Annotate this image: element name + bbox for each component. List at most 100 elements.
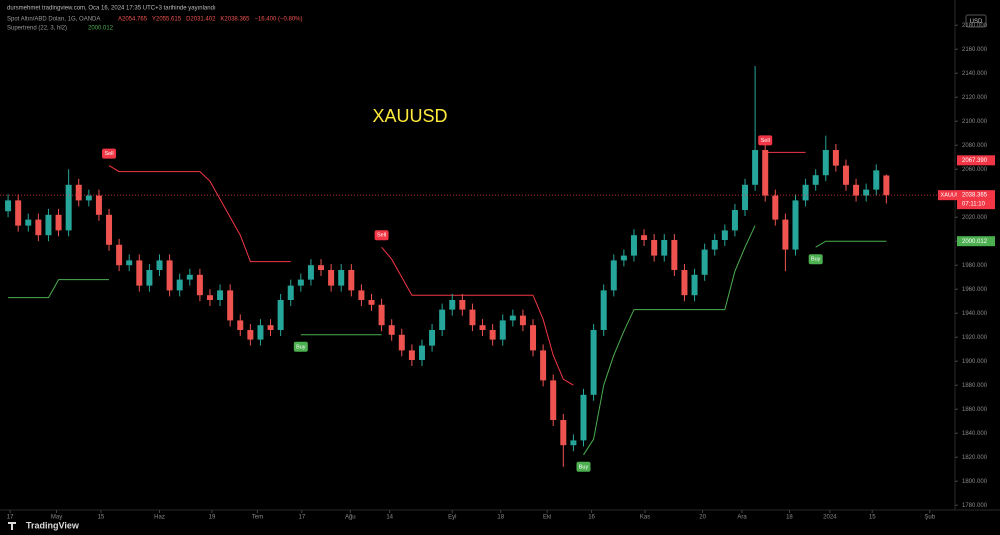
- x-tick-label: 17: [7, 515, 14, 521]
- candle-body: [873, 170, 880, 190]
- candle-body: [449, 300, 456, 310]
- candle-body: [883, 175, 890, 196]
- candle-body: [439, 309, 446, 330]
- signal-badge: [808, 254, 823, 265]
- candle-body: [368, 300, 375, 305]
- candle-body: [489, 330, 496, 340]
- indicator-value: 2000.012: [88, 26, 114, 32]
- candle-body: [257, 325, 264, 340]
- candle-body: [630, 235, 637, 256]
- price-tag: [957, 236, 995, 247]
- signal-badge: [576, 461, 591, 472]
- candle-body: [227, 290, 234, 321]
- candle-body: [65, 184, 72, 231]
- candle-body: [711, 240, 718, 250]
- x-tick-label: 2024: [823, 515, 837, 521]
- publisher: dursmehmet tradingview.com, Oca 16, 2024…: [7, 6, 216, 12]
- candle-body: [610, 260, 617, 291]
- x-tick-label: Eki: [543, 515, 551, 521]
- candle-body: [752, 150, 759, 185]
- signal-badge: [102, 148, 117, 159]
- candle-body: [126, 260, 133, 266]
- y-tick-label: 2160.000: [962, 47, 988, 53]
- candle-body: [661, 240, 668, 256]
- candle-body: [701, 249, 708, 275]
- candle-body: [731, 210, 738, 231]
- candle-body: [196, 274, 203, 296]
- x-tick-label: Tem: [252, 515, 263, 521]
- x-tick-label: Şub: [924, 515, 935, 521]
- candle-body: [136, 260, 143, 286]
- x-tick-label: 17: [299, 515, 306, 521]
- ohlc-value: A2054.765: [118, 17, 148, 23]
- candle-body: [651, 240, 658, 256]
- candle-body: [842, 165, 849, 185]
- price-tag-label: 2000.012: [962, 239, 988, 245]
- candle-body: [459, 300, 466, 310]
- candle-body: [671, 240, 678, 270]
- x-tick-label: Ara: [737, 515, 747, 521]
- y-tick-label: 2020.000: [962, 215, 988, 221]
- y-tick-label: 1780.000: [962, 503, 988, 509]
- candle-body: [408, 350, 415, 360]
- candle-body: [358, 290, 365, 300]
- signal-label: Buy: [579, 464, 589, 470]
- y-tick-label: 2100.000: [962, 119, 988, 125]
- price-tag: [957, 155, 995, 166]
- candle-body: [822, 150, 829, 176]
- ohlc-value: Y2055.615: [152, 17, 182, 23]
- signal-label: Sell: [104, 151, 113, 157]
- candle-body: [772, 195, 779, 220]
- y-tick-label: 1960.000: [962, 287, 988, 293]
- x-tick-label: 15: [869, 515, 876, 521]
- candle-body: [721, 230, 728, 240]
- supertrend-line: [8, 225, 887, 456]
- candle-body: [620, 255, 627, 261]
- candle-body: [429, 330, 436, 346]
- candle-body: [742, 184, 749, 210]
- candle-body: [509, 315, 516, 321]
- candle-body: [176, 279, 183, 291]
- brand: TradingView: [26, 520, 80, 530]
- candle-body: [560, 420, 567, 446]
- y-tick-label: 1920.000: [962, 335, 988, 341]
- candle-body: [348, 270, 355, 291]
- y-tick-label: 2120.000: [962, 95, 988, 101]
- y-tick-label: 2060.000: [962, 167, 988, 173]
- candle-body: [45, 214, 52, 236]
- candle-body: [307, 265, 314, 280]
- candle-body: [267, 325, 274, 330]
- candle-body: [590, 330, 597, 395]
- y-tick-label: 2080.000: [962, 143, 988, 149]
- signal-label: Buy: [296, 344, 306, 350]
- x-tick-label: 16: [588, 515, 595, 521]
- price-tag-label: 2067.390: [962, 158, 988, 164]
- supertrend-line: [108, 151, 806, 386]
- y-tick-label: 1860.000: [962, 407, 988, 413]
- candle-body: [75, 184, 82, 201]
- candle-body: [35, 219, 42, 236]
- candle-body: [600, 290, 607, 330]
- candle-body: [247, 330, 254, 340]
- candle-body: [287, 285, 294, 300]
- y-tick-label: 1840.000: [962, 431, 988, 437]
- candle-body: [186, 274, 193, 280]
- x-tick-label: May: [51, 515, 62, 521]
- candle-body: [85, 195, 92, 201]
- x-tick-label: 18: [497, 515, 504, 521]
- ohlc-legend: A2054.765 Y2055.615 D2031.402 K2038.365 −16.…: [118, 17, 303, 23]
- currency-box: [965, 14, 987, 28]
- candle-body: [832, 150, 839, 166]
- candle-body: [206, 295, 213, 300]
- y-tick-label: 1940.000: [962, 311, 988, 317]
- x-tick-label: Ağu: [345, 515, 356, 521]
- price-tag: [957, 190, 995, 210]
- candle-body: [863, 189, 870, 196]
- signal-label: Sell: [377, 233, 386, 239]
- signal-label: Buy: [811, 257, 821, 263]
- candle-body: [116, 244, 123, 266]
- candle-body: [762, 150, 769, 196]
- y-tick-label: 1880.000: [962, 383, 988, 389]
- indicator-name: Supertrend (22, 3, hl2): [7, 26, 67, 32]
